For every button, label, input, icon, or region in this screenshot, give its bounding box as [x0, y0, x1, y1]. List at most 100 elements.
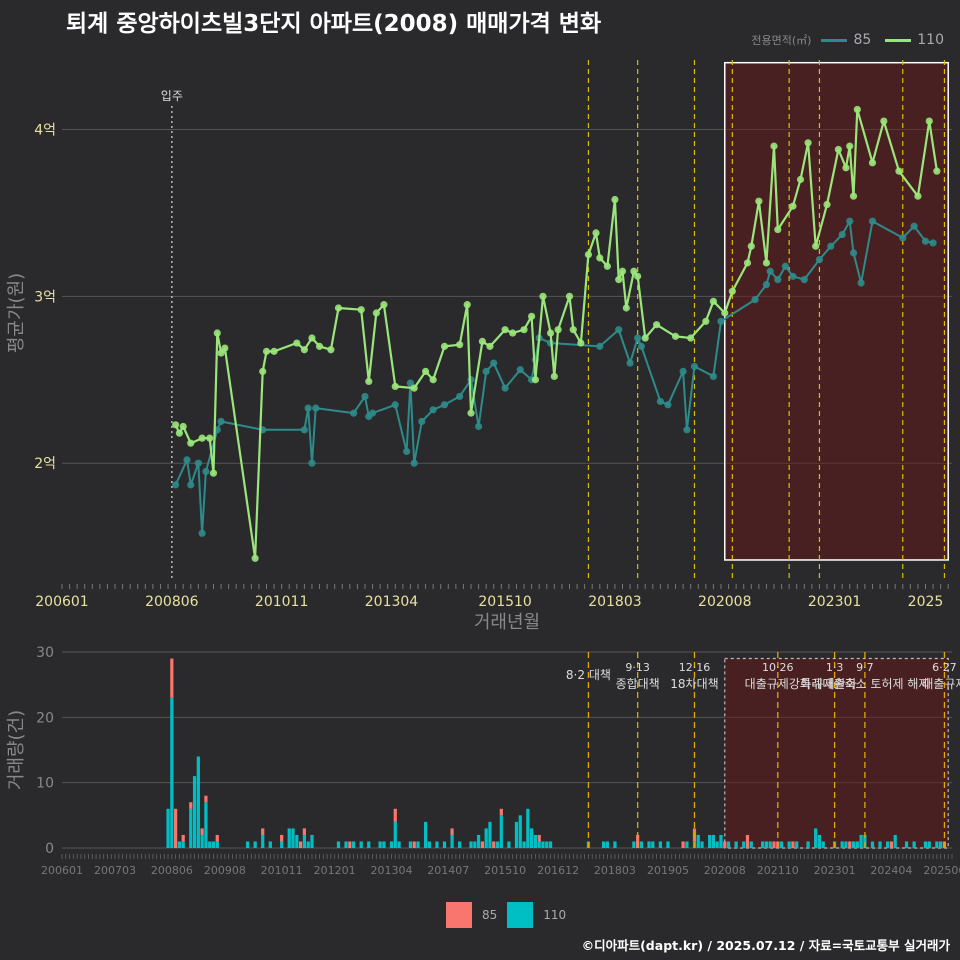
bar-110 [685, 841, 689, 848]
bar-85 [499, 808, 503, 816]
bar-110 [749, 841, 753, 848]
y-tick-label: 2억 [34, 456, 56, 472]
bar-110 [533, 834, 538, 848]
data-point-85 [664, 401, 672, 409]
bar-85 [450, 828, 454, 835]
data-point-85 [857, 279, 865, 287]
bar-110 [382, 841, 386, 848]
policy-label: 8·2 대책 [566, 667, 611, 682]
bar-110 [389, 841, 394, 848]
bar-85 [889, 841, 894, 848]
data-point-110 [380, 301, 388, 309]
x-tick-label: 202506 [923, 864, 960, 877]
bar-110 [639, 841, 644, 848]
data-point-85 [634, 334, 642, 342]
bar-110 [522, 841, 526, 848]
data-point-85 [198, 529, 206, 537]
data-point-110 [762, 259, 771, 267]
y-tick-label: 10 [36, 776, 54, 792]
legend-top: 전용면적(㎡) 85 110 [751, 32, 952, 48]
data-point-110 [634, 272, 642, 280]
price-chart: 2억 3억 4억 200601 200806 201011 201304 201510 2018… [6, 60, 952, 630]
data-point-110 [622, 304, 630, 312]
bar-110 [306, 841, 310, 848]
x-tick-label: 200601 [35, 594, 88, 610]
data-point-85 [899, 234, 907, 242]
data-point-85 [308, 459, 316, 467]
data-point-110 [770, 142, 778, 150]
data-point-85 [766, 267, 774, 275]
data-point-85 [406, 379, 415, 387]
bar-110 [204, 802, 208, 848]
volume-chart: 0 10 20 30 200601 200703 200806 200908 201011 201… [6, 645, 960, 877]
bar-85 [170, 658, 174, 698]
legend-swatch-85 [821, 38, 848, 42]
bar-legend-swatch-85 [446, 902, 472, 928]
bar-110 [211, 841, 216, 848]
x-tick-label: 200806 [145, 594, 199, 610]
bar-85 [174, 808, 178, 848]
data-point-110 [755, 197, 763, 205]
bar-110 [814, 828, 818, 848]
data-point-110 [217, 349, 225, 357]
bar-110 [700, 841, 704, 848]
data-point-110 [251, 554, 259, 562]
bar-85 [204, 795, 208, 803]
data-point-110 [687, 334, 695, 342]
bar-110 [427, 841, 431, 848]
data-point-110 [327, 346, 335, 354]
bar-85 [189, 802, 193, 809]
bar-110 [526, 808, 530, 848]
bar-110 [893, 834, 897, 848]
x-tick-label: 201803 [594, 864, 636, 877]
data-point-110 [175, 429, 184, 437]
data-point-110 [834, 145, 842, 154]
x-tick-label: 200908 [204, 864, 246, 877]
bar-85 [745, 834, 750, 848]
data-point-110 [774, 225, 782, 234]
bar-110 [541, 841, 545, 848]
bar-110 [367, 841, 371, 848]
data-point-85 [440, 401, 449, 409]
bar-110 [742, 841, 746, 848]
data-point-110 [270, 347, 278, 355]
data-point-85 [690, 362, 699, 370]
data-point-110 [747, 242, 755, 250]
bar-110 [495, 841, 500, 848]
data-point-85 [751, 296, 759, 304]
bar-110 [851, 841, 856, 848]
data-point-110 [868, 159, 877, 167]
data-point-110 [569, 326, 577, 334]
y-tick-label: 30 [36, 645, 54, 661]
data-point-110 [262, 347, 271, 355]
data-point-85 [391, 401, 399, 409]
data-point-110 [410, 384, 418, 392]
x-tick-label: 2025 [908, 594, 944, 610]
bar-110 [605, 841, 609, 848]
data-point-85 [846, 217, 854, 225]
bar-85 [537, 834, 541, 842]
bar-110 [196, 756, 200, 848]
bar-85 [681, 841, 685, 848]
data-point-110 [584, 250, 593, 259]
data-point-110 [357, 306, 365, 314]
bar-110 [817, 834, 822, 848]
data-point-85 [929, 239, 937, 247]
data-point-85 [490, 359, 498, 367]
data-point-110 [509, 329, 517, 337]
bar-110 [442, 841, 447, 848]
data-point-110 [501, 326, 509, 334]
bar-110 [821, 841, 825, 848]
policy-label: 6·27 [932, 661, 957, 674]
data-point-110 [213, 329, 221, 337]
data-point-110 [630, 267, 638, 275]
bar-110 [416, 841, 420, 848]
x-tick-label: 200806 [151, 864, 193, 877]
bar-110 [336, 841, 341, 848]
bar-85 [791, 841, 795, 848]
legend-label-110: 110 [917, 32, 944, 48]
data-point-110 [914, 192, 922, 200]
data-point-110 [925, 117, 933, 125]
data-point-85 [429, 406, 437, 414]
y-tick-label: 20 [36, 710, 54, 726]
